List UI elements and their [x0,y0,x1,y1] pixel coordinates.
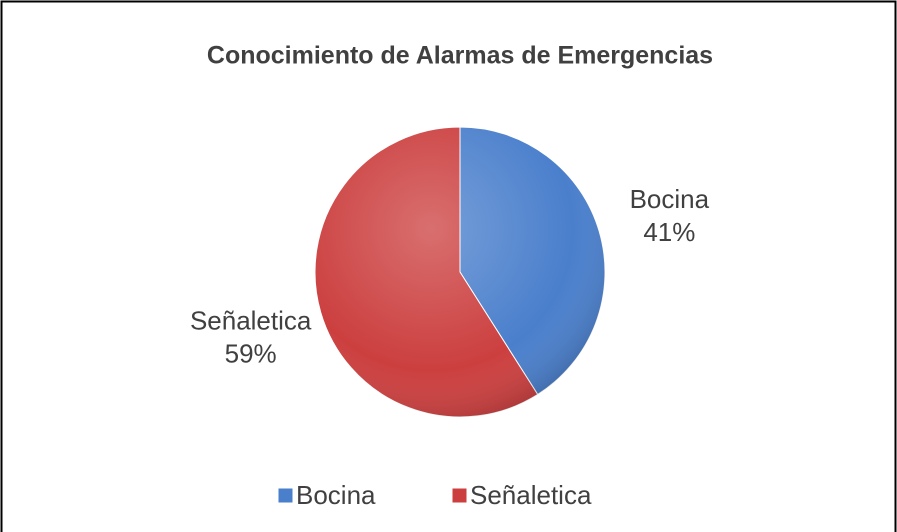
chart-title: Conocimiento de Alarmas de Emergencias [207,42,713,70]
data-label-name: Señaletica [190,306,312,336]
legend-label: Bocina [296,480,376,510]
legend-swatch [451,487,468,504]
legend-swatch [277,487,294,504]
data-label-value: 41% [643,217,695,247]
legend-label: Señaletica [470,480,592,510]
data-label-value: 59% [225,339,277,369]
data-label-name: Bocina [630,184,710,214]
